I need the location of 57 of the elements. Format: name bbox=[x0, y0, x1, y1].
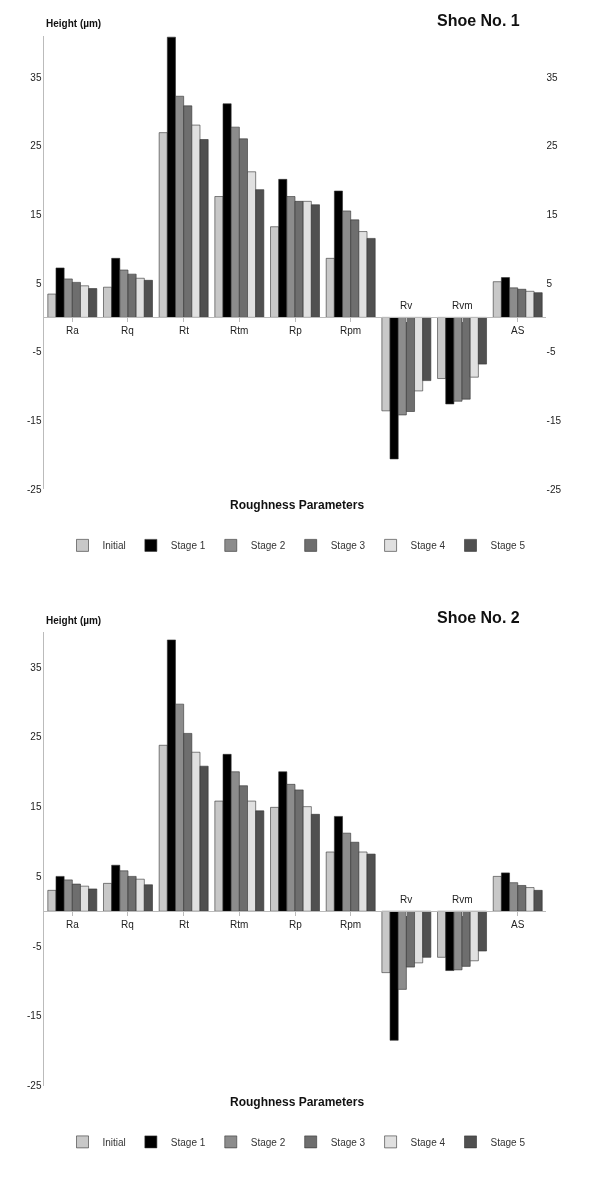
legend-label: Initial bbox=[102, 540, 126, 552]
legend-label: Stage 2 bbox=[250, 540, 286, 552]
x-tick-label: Rp bbox=[289, 919, 303, 930]
y-tick-label: 15 bbox=[30, 208, 42, 220]
x-tick-label: Rt bbox=[179, 919, 190, 930]
x-tick-label: Rpm bbox=[340, 325, 362, 336]
legend-label: Stage 1 bbox=[170, 1136, 206, 1148]
y-axis-title: Height (µm) bbox=[46, 615, 102, 626]
legend-label: Stage 5 bbox=[490, 540, 526, 552]
y-axis-title: Height (µm) bbox=[46, 18, 102, 29]
x-tick-label: AS bbox=[511, 919, 525, 930]
y2-tick-label: 15 bbox=[546, 208, 559, 220]
x-tick-label: Rq bbox=[121, 919, 134, 930]
legend-label: Stage 1 bbox=[170, 540, 206, 552]
legend-label: Stage 4 bbox=[410, 540, 446, 552]
y-tick-label: -25 bbox=[27, 483, 42, 495]
y-tick-label: 25 bbox=[30, 140, 42, 152]
y2-tick-label: -15 bbox=[546, 414, 562, 426]
y-tick-label: -5 bbox=[32, 346, 42, 358]
legend-label: Stage 5 bbox=[490, 1136, 526, 1148]
y-tick-label: 35 bbox=[30, 71, 42, 83]
x-tick-label: Rt bbox=[179, 325, 190, 336]
y-tick-label: -5 bbox=[32, 940, 42, 952]
legend-label: Stage 4 bbox=[410, 1136, 446, 1148]
y-tick-label: -25 bbox=[27, 1080, 42, 1092]
x-tick-label: Rq bbox=[121, 325, 134, 336]
y2-tick-label: -5 bbox=[546, 346, 556, 358]
x-tick-label: Rpm bbox=[340, 919, 362, 930]
x-tick-label: Rvm bbox=[452, 894, 473, 905]
legend-label: Stage 3 bbox=[330, 540, 366, 552]
legend-label: Stage 3 bbox=[330, 1136, 366, 1148]
chart-title: Shoe No. 1 bbox=[437, 12, 520, 29]
x-tick-label: Ra bbox=[66, 325, 80, 336]
y2-tick-label: 35 bbox=[546, 71, 559, 83]
y-tick-label: 5 bbox=[35, 870, 42, 882]
y-tick-label: 35 bbox=[30, 661, 42, 673]
x-tick-label: Rtm bbox=[230, 325, 249, 336]
legend-label: Stage 2 bbox=[250, 1136, 286, 1148]
x-tick-label: Rp bbox=[289, 325, 303, 336]
y-tick-label: 5 bbox=[35, 277, 42, 289]
x-axis-title: Roughness Parameters bbox=[230, 498, 365, 512]
y2-tick-label: 5 bbox=[546, 277, 553, 289]
x-tick-label: Ra bbox=[66, 919, 80, 930]
y2-tick-label: -25 bbox=[546, 483, 562, 495]
legend-label: Initial bbox=[102, 1136, 126, 1148]
x-tick-label: Rvm bbox=[452, 300, 473, 311]
x-tick-label: Rtm bbox=[230, 919, 249, 930]
x-axis-title: Roughness Parameters bbox=[230, 1095, 365, 1109]
x-tick-label: AS bbox=[511, 325, 525, 336]
y-tick-label: -15 bbox=[27, 1010, 42, 1022]
chart-title: Shoe No. 2 bbox=[437, 609, 520, 626]
y-tick-label: 25 bbox=[30, 731, 42, 743]
y-tick-label: 15 bbox=[30, 801, 42, 813]
x-tick-label: Rv bbox=[400, 300, 413, 311]
x-tick-label: Rv bbox=[400, 894, 413, 905]
y2-tick-label: 25 bbox=[546, 140, 559, 152]
y-tick-label: -15 bbox=[27, 414, 42, 426]
